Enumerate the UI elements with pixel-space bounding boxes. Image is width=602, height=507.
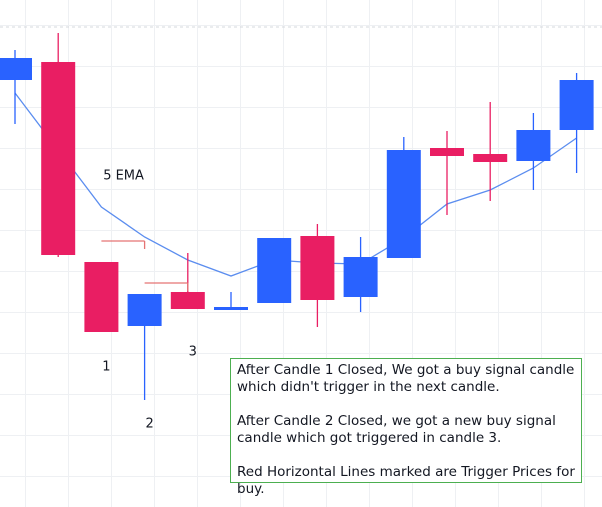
candle-label: 1: [102, 360, 110, 375]
candle-body: [214, 307, 248, 310]
candle-body: [127, 294, 162, 326]
note-text: Red Horizontal Lines marked are Trigger …: [237, 464, 575, 497]
candle-body: [386, 150, 421, 258]
candle-body: [300, 236, 335, 300]
candle-body: [343, 257, 378, 297]
note-text: After Candle 1 Closed, We got a buy sign…: [237, 362, 575, 395]
candle-body: [559, 80, 594, 130]
candle-label: 3: [189, 345, 197, 360]
candle-body: [170, 292, 205, 309]
note-box: After Candle 1 Closed, We got a buy sign…: [230, 358, 582, 497]
candle-body: [430, 148, 464, 156]
candle-body: [516, 130, 551, 161]
ema-line: [14, 92, 577, 277]
ema-label: 5 EMA: [103, 169, 144, 184]
candle-label: 2: [145, 417, 153, 432]
candle-body: [84, 262, 119, 332]
note-text: After Candle 2 Closed, we got a new buy …: [237, 413, 556, 446]
candle-body: [41, 62, 76, 255]
candle-body: [0, 58, 32, 80]
candle-body: [257, 238, 292, 303]
candle-body: [473, 154, 508, 162]
